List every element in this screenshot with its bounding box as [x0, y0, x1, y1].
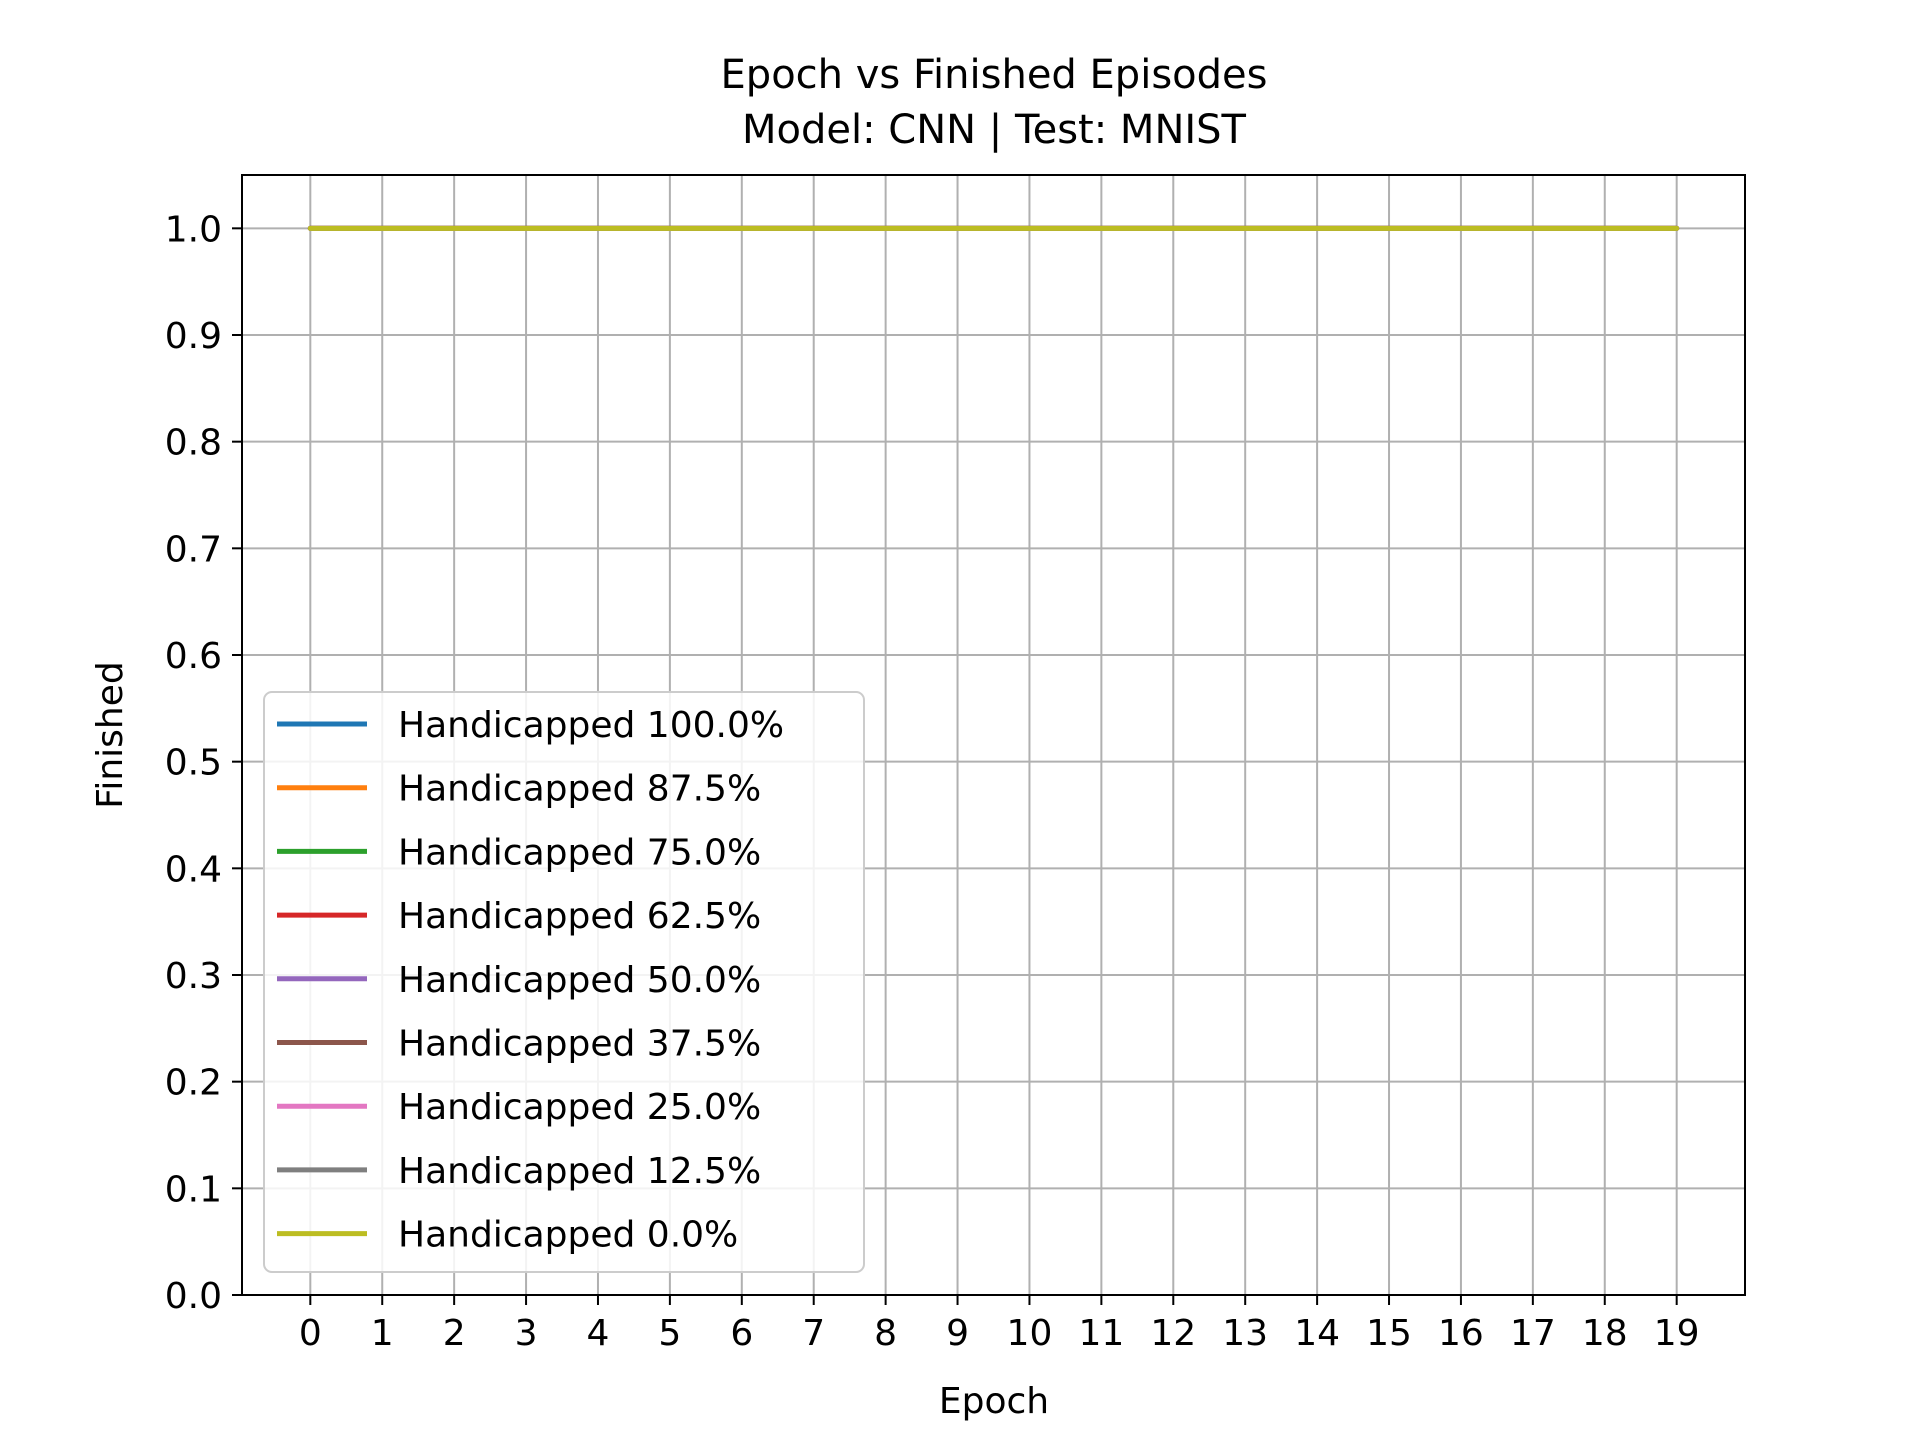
x-tick-label: 8 [874, 1313, 897, 1354]
legend-label: Handicapped 62.5% [398, 896, 761, 937]
legend-label: Handicapped 25.0% [398, 1087, 761, 1128]
legend-label: Handicapped 87.5% [398, 769, 761, 810]
y-tick-label: 0.9 [165, 316, 222, 357]
x-axis-label: Epoch [939, 1381, 1049, 1422]
x-tick-label: 13 [1222, 1313, 1268, 1354]
x-tick-label: 9 [946, 1313, 969, 1354]
x-tick-label: 1 [371, 1313, 394, 1354]
x-tick-label: 3 [515, 1313, 538, 1354]
y-tick-label: 0.3 [165, 956, 222, 997]
legend-label: Handicapped 12.5% [398, 1151, 761, 1192]
x-tick-label: 10 [1007, 1313, 1053, 1354]
x-tick-label: 19 [1654, 1313, 1700, 1354]
legend-frame [263, 691, 865, 1273]
x-tick-label: 17 [1510, 1313, 1556, 1354]
x-tick-label: 0 [299, 1313, 322, 1354]
y-tick-label: 0.7 [165, 529, 222, 570]
y-tick-label: 1.0 [165, 209, 222, 250]
x-tick-label: 4 [587, 1313, 610, 1354]
y-tick-label: 0.8 [165, 423, 222, 464]
x-tick-label: 15 [1366, 1313, 1412, 1354]
x-tick-label: 7 [802, 1313, 825, 1354]
legend-label: Handicapped 37.5% [398, 1024, 761, 1065]
y-axis-label: Finished [90, 661, 131, 808]
y-tick-label: 0.2 [165, 1063, 222, 1104]
y-tick-label: 0.1 [165, 1169, 222, 1210]
y-tick-label: 0.0 [165, 1276, 222, 1317]
x-tick-label: 14 [1294, 1313, 1340, 1354]
y-tick-label: 0.4 [165, 849, 222, 890]
x-tick-label: 6 [730, 1313, 753, 1354]
legend-label: Handicapped 50.0% [398, 960, 761, 1001]
x-tick-label: 16 [1438, 1313, 1484, 1354]
chart-title: Epoch vs Finished Episodes [721, 52, 1268, 98]
legend-label: Handicapped 0.0% [398, 1215, 738, 1256]
legend: Handicapped 100.0% Handicapped 87.5% Handi… [263, 691, 865, 1273]
legend-label: Handicapped 75.0% [398, 832, 761, 873]
x-axis: 0 1 2 3 4 5 6 7 8 9 10 11 12 13 14 15 16 17 18 19 [299, 1295, 1700, 1354]
legend-label: Handicapped 100.0% [398, 705, 784, 746]
y-axis: 0.0 0.1 0.2 0.3 0.4 0.5 0.6 0.7 0.8 0.9 1.0 [165, 209, 242, 1317]
y-tick-label: 0.5 [165, 743, 222, 784]
chart-subtitle: Model: CNN | Test: MNIST [742, 107, 1247, 153]
x-tick-label: 12 [1150, 1313, 1196, 1354]
x-tick-label: 18 [1582, 1313, 1628, 1354]
x-tick-label: 2 [443, 1313, 466, 1354]
plot-frame [241, 174, 1746, 1296]
y-tick-label: 0.6 [165, 636, 222, 677]
x-tick-label: 11 [1078, 1313, 1124, 1354]
x-tick-label: 5 [658, 1313, 681, 1354]
